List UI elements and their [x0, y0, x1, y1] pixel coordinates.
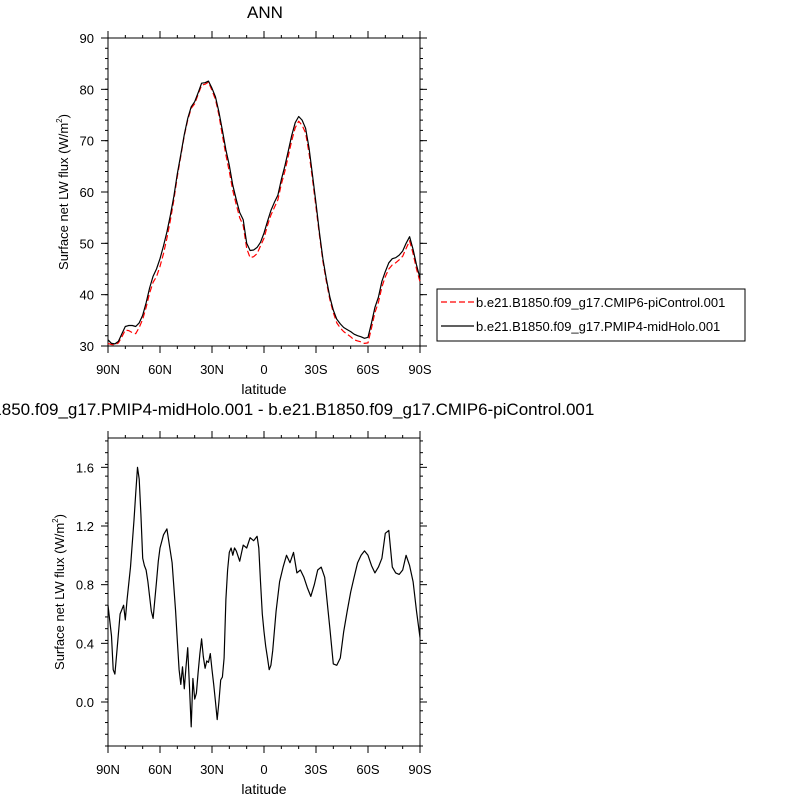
top-chart-xtick-label: 30N — [200, 362, 224, 377]
bottom-chart-xtick-label: 90N — [96, 762, 120, 777]
legend-box — [436, 288, 746, 342]
top-chart-ytick-label: 40 — [80, 288, 94, 303]
bottom-chart-ylabel-main: Surface net LW flux (W/m — [52, 523, 67, 670]
legend-label-picontrol: b.e21.B1850.f09_g17.CMIP6-piControl.001 — [476, 295, 725, 310]
legend-label-midholo: b.e21.B1850.f09_g17.PMIP4-midHolo.001 — [476, 319, 720, 334]
bottom-chart-ylabel-sup: 2 — [51, 518, 60, 523]
legend: b.e21.B1850.f09_g17.CMIP6-piControl.001 … — [436, 288, 746, 342]
top-chart-xtick-label: 30S — [304, 362, 327, 377]
top-chart-xtick-label: 0 — [260, 362, 267, 377]
top-chart-panel: ANN 30 40 50 60 70 80 90 90N 60N 30N 0 30S 60S 90S l… — [55, 3, 746, 397]
top-chart-xtick-label: 60S — [356, 362, 379, 377]
bottom-chart-ylabel-end: ) — [52, 514, 67, 518]
top-chart-xtick-label: 90N — [96, 362, 120, 377]
top-chart-ytick-label: 30 — [80, 339, 94, 354]
bottom-chart-xtick-label: 90S — [408, 762, 431, 777]
top-chart-ytick-label: 70 — [80, 134, 94, 149]
bottom-chart-title: b.e21.B1850.f09_g17.PMIP4-midHolo.001 - … — [0, 400, 594, 419]
bottom-chart-panel: b.e21.B1850.f09_g17.PMIP4-midHolo.001 - … — [0, 400, 594, 797]
top-chart-ytick-label: 50 — [80, 236, 94, 251]
top-chart-ylabel: Surface net LW flux (W/m2) — [55, 114, 71, 270]
top-chart-series-line-0 — [107, 81, 421, 346]
top-chart-ytick-label: 80 — [80, 82, 94, 97]
bottom-chart-ytick-label: 0.0 — [76, 695, 94, 710]
bottom-chart-ytick-label: 1.2 — [76, 519, 94, 534]
bottom-chart-xtick-label: 60S — [356, 762, 379, 777]
top-chart-xtick-label: 60N — [148, 362, 172, 377]
top-chart-ytick-label: 60 — [80, 185, 94, 200]
bottom-chart-xtick-label: 30S — [304, 762, 327, 777]
bottom-chart-series-line-0 — [107, 466, 421, 728]
bottom-chart-frame — [107, 437, 421, 747]
bottom-chart-ylabel: Surface net LW flux (W/m2) — [51, 514, 67, 670]
bottom-chart-ytick-label: 1.6 — [76, 460, 94, 475]
bottom-chart-xtick-label: 0 — [260, 762, 267, 777]
top-chart-series-line-1 — [107, 80, 421, 345]
bottom-chart-ytick-label: 0.8 — [76, 578, 94, 593]
bottom-chart-ytick-label: 0.4 — [76, 636, 94, 651]
top-chart-ylabel-main: Surface net LW flux (W/m — [56, 123, 71, 270]
bottom-chart-xtick-label: 60N — [148, 762, 172, 777]
top-chart-title: ANN — [247, 3, 283, 22]
top-chart-xlabel: latitude — [241, 381, 286, 397]
bottom-chart-xtick-label: 30N — [200, 762, 224, 777]
top-chart-ylabel-end: ) — [56, 114, 71, 118]
top-chart-xtick-label: 90S — [408, 362, 431, 377]
top-chart-ytick-label: 90 — [80, 31, 94, 46]
bottom-chart-xlabel: latitude — [241, 781, 286, 797]
top-chart-frame — [107, 37, 421, 347]
top-chart-ylabel-sup: 2 — [55, 118, 64, 123]
